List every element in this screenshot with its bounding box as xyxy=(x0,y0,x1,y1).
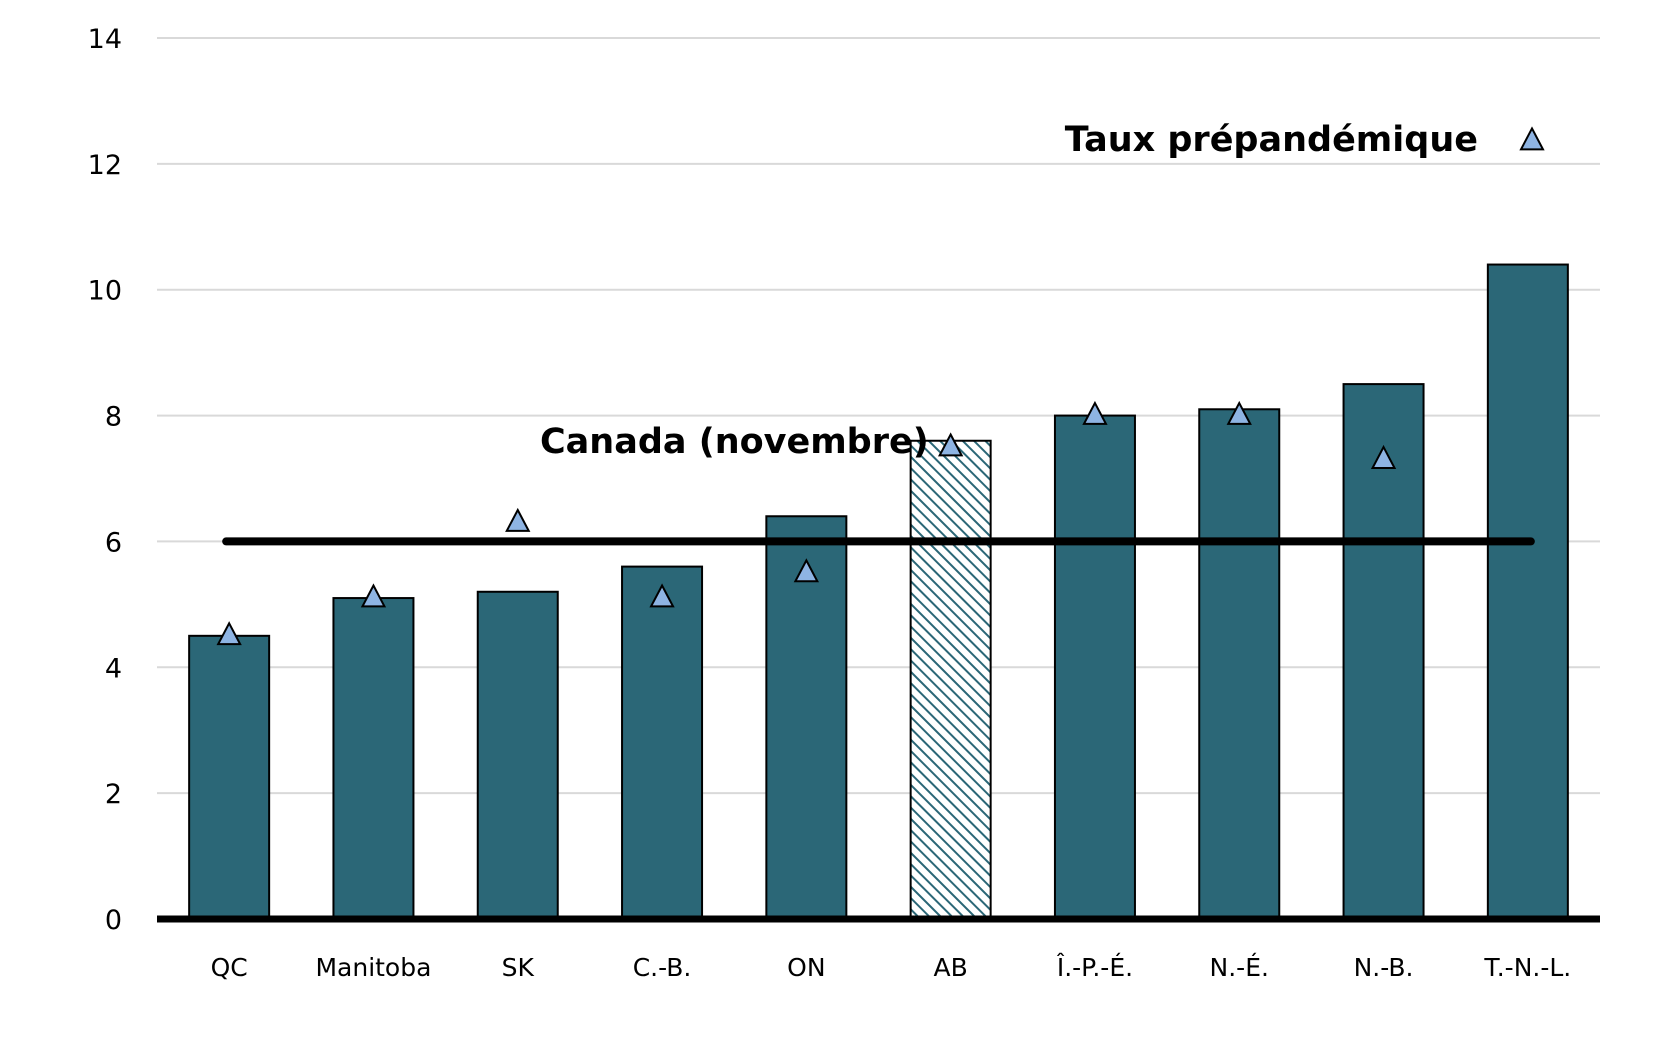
y-tick-label: 8 xyxy=(105,402,122,433)
legend: Taux prépandémique xyxy=(1065,120,1545,160)
prepandemic-marker-Î.-P.-É. xyxy=(1082,400,1108,425)
legend-triangle-icon xyxy=(1519,126,1545,151)
y-tick-label: 6 xyxy=(105,527,122,558)
bar-N.-É. xyxy=(1198,408,1281,920)
y-tick-label: 10 xyxy=(88,276,122,307)
x-category-label: Manitoba xyxy=(315,953,431,982)
x-axis-category-labels: QC Manitoba SK C.-B. ON AB Î.-P.-É. N.-É. N.-B. T… xyxy=(211,953,1572,982)
y-tick-label: 2 xyxy=(105,779,122,810)
bars xyxy=(188,263,1569,921)
x-category-label: AB xyxy=(934,953,968,982)
bar-N.-B. xyxy=(1342,383,1425,921)
prepandemic-marker-C.-B. xyxy=(649,583,675,608)
legend-label: Taux prépandémique xyxy=(1065,120,1478,160)
prepandemic-marker-QC xyxy=(216,621,242,646)
y-tick-label: 14 xyxy=(88,24,122,55)
prepandemic-marker-Manitoba xyxy=(360,583,387,608)
y-tick-label: 4 xyxy=(105,653,122,684)
prepandemic-marker-N.-B. xyxy=(1370,444,1397,469)
prepandemic-marker-AB xyxy=(937,432,964,457)
x-category-label: Î.-P.-É. xyxy=(1056,953,1133,982)
y-tick-label: 12 xyxy=(88,150,122,181)
y-tick-label: 0 xyxy=(105,905,122,936)
y-axis-tick-labels: 0 2 4 6 8 10 12 14 xyxy=(88,24,122,936)
x-category-label: ON xyxy=(787,953,825,982)
prepandemic-markers xyxy=(216,400,1397,646)
canada-reference-label: Canada (novembre) xyxy=(540,422,929,462)
bar-Manitoba xyxy=(332,597,415,920)
bar-AB xyxy=(909,439,992,920)
bar-SK xyxy=(476,590,559,920)
bar-Î.-P.-É. xyxy=(1053,414,1136,920)
bar-QC xyxy=(188,634,271,920)
x-category-label: N.-B. xyxy=(1354,953,1414,982)
prepandemic-marker-N.-É. xyxy=(1226,400,1252,425)
x-category-label: C.-B. xyxy=(633,953,692,982)
bar-C.-B. xyxy=(621,565,704,920)
x-category-label: QC xyxy=(211,953,248,982)
x-category-label: SK xyxy=(502,953,535,982)
x-category-label: N.-É. xyxy=(1210,953,1269,982)
bar-T.-N.-L. xyxy=(1486,263,1569,920)
x-category-label: T.-N.-L. xyxy=(1483,953,1571,982)
prepandemic-marker-ON xyxy=(793,558,820,583)
prepandemic-marker-SK xyxy=(505,507,531,532)
